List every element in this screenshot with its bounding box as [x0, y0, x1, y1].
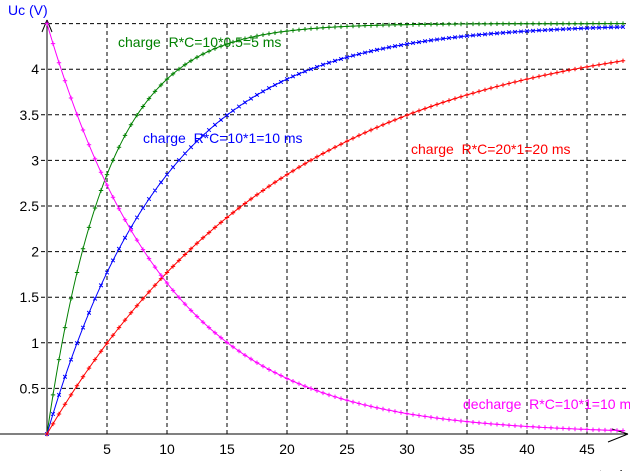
y-tick-label: 3.5 — [20, 107, 40, 123]
curve-label-decharge-rc-10ms: decharge R*C=10*1=10 ms — [463, 396, 630, 412]
x-axis-title: t (ms) — [583, 451, 630, 471]
curve-label-charge-rc-5ms: charge R*C=10*0.5=5 ms — [118, 34, 282, 50]
curve-label-charge-rc-10ms: charge R*C=10*1=10 ms — [143, 130, 303, 146]
y-axis-arrowhead-icon — [41, 19, 53, 33]
x-tick-label: 25 — [339, 441, 355, 457]
y-tick-label: 2.5 — [20, 198, 40, 214]
x-axis-title-unit: (ms) — [617, 467, 630, 471]
y-tick-label: 3 — [31, 152, 39, 168]
x-tick-label: 15 — [219, 441, 235, 457]
curve-charge-rc-10ms — [46, 26, 624, 435]
x-axis-title-symbol: t — [599, 467, 603, 471]
curve-charge-rc-5ms — [46, 23, 623, 435]
x-tick-label: 10 — [159, 441, 175, 457]
y-tick-label: 1.5 — [20, 289, 40, 305]
y-tick-label: 1 — [31, 335, 39, 351]
x-tick-label: 45 — [579, 441, 595, 457]
markers-charge-rc-20ms — [44, 58, 626, 437]
y-tick-label: 4 — [31, 61, 39, 77]
y-axis-title: Uc (V) — [8, 2, 48, 18]
y-tick-label: 2 — [31, 244, 39, 260]
x-axis-arrowhead-icon — [607, 428, 629, 443]
x-tick-label: 30 — [399, 441, 415, 457]
markers-decharge-rc-10ms — [44, 21, 626, 433]
curve-decharge-rc-10ms — [46, 23, 624, 432]
curve-charge-rc-20ms — [46, 60, 624, 435]
x-tick-label: 40 — [519, 441, 535, 457]
y-tick-label: 0.5 — [20, 380, 40, 396]
x-tick-label: 5 — [103, 441, 111, 457]
x-tick-label: 35 — [459, 441, 475, 457]
x-tick-label: 20 — [279, 441, 295, 457]
curve-label-charge-rc-20ms: charge R*C=20*1=20 ms — [411, 141, 571, 157]
